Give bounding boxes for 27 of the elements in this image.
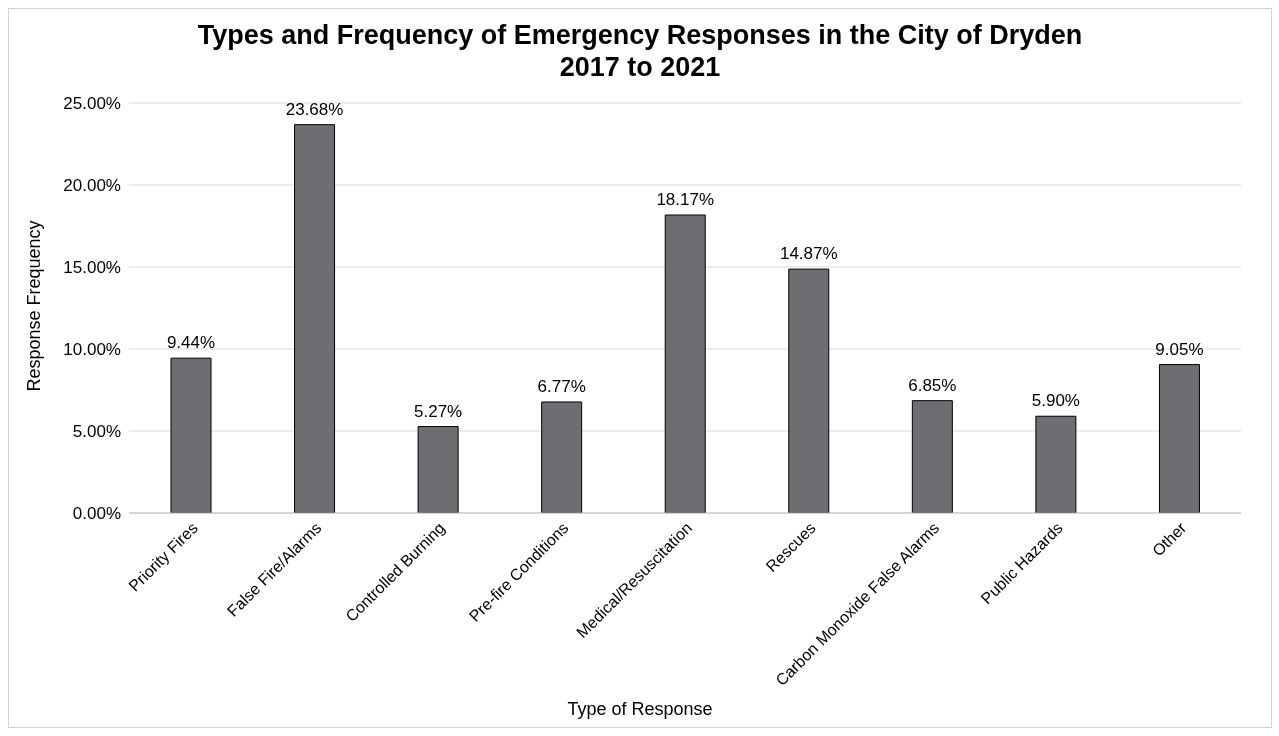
data-label: 5.27%: [414, 401, 463, 421]
bar: [1158, 364, 1200, 513]
y-tick-label: 0.00%: [72, 504, 121, 524]
data-label: 6.85%: [908, 375, 957, 395]
data-label: 23.68%: [285, 99, 344, 119]
bar: [294, 124, 336, 513]
x-axis-title: Type of Response: [566, 699, 714, 720]
data-label: 9.05%: [1155, 339, 1204, 359]
bar: [541, 401, 583, 513]
y-tick-label: 10.00%: [63, 340, 121, 360]
data-label: 14.87%: [779, 244, 838, 264]
data-label: 9.44%: [166, 333, 216, 353]
data-label: 18.17%: [656, 190, 715, 210]
y-tick-label: 5.00%: [72, 422, 121, 442]
bar: [170, 357, 212, 513]
y-axis-title: Response Frequency: [23, 220, 45, 392]
y-tick-label: 20.00%: [63, 176, 121, 196]
bar: [911, 400, 953, 513]
bar: [1035, 415, 1077, 513]
y-tick-label: 15.00%: [63, 258, 121, 278]
bar: [788, 268, 830, 513]
bar: [417, 426, 459, 513]
bar: [664, 214, 706, 513]
y-tick-label: 25.00%: [63, 94, 121, 114]
data-label: 6.77%: [537, 376, 586, 396]
data-label: 5.90%: [1031, 391, 1080, 411]
chart-title: Types and Frequency of Emergency Responses in the City of Dryden 2017 to 2021: [196, 19, 1084, 83]
